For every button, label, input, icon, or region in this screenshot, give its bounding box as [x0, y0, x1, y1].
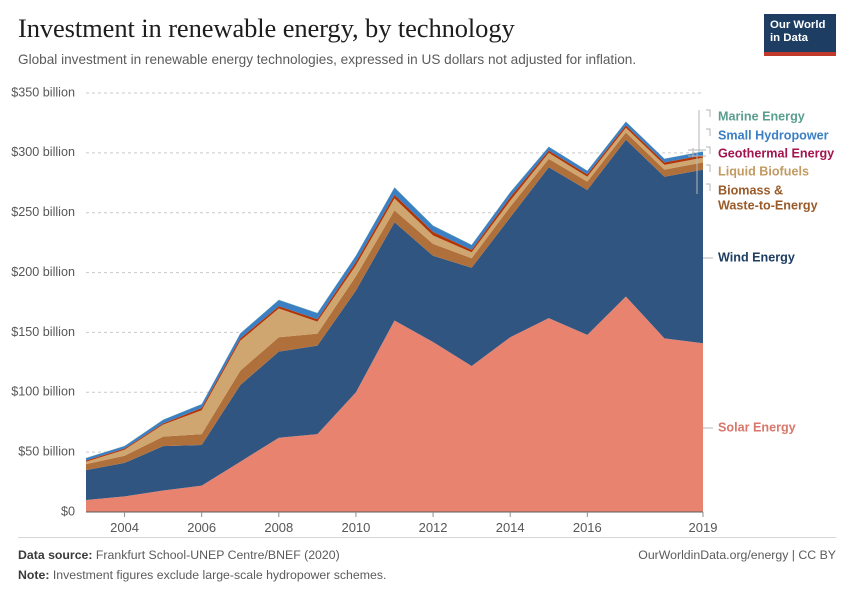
legend-item-marine-energy[interactable]: Marine Energy	[718, 109, 805, 123]
chart-subtitle: Global investment in renewable energy te…	[18, 52, 637, 68]
legend-item-biomass[interactable]: Biomass &	[718, 183, 783, 197]
note-label: Note:	[18, 568, 50, 583]
legend-item-geothermal-energy[interactable]: Geothermal Energy	[718, 146, 834, 160]
area-series-group[interactable]	[86, 121, 703, 512]
logo-line-2: in Data	[770, 32, 808, 45]
y-tick-label: $0	[61, 504, 75, 518]
x-tick-label: 2012	[419, 520, 448, 535]
footer-source-row: Data source: Frankfurt School-UNEP Centr…	[18, 546, 836, 566]
x-tick-label: 2008	[264, 520, 293, 535]
x-tick-label: 2014	[496, 520, 525, 535]
y-tick-label: $300 billion	[11, 145, 75, 159]
chart-footer: Data source: Frankfurt School-UNEP Centr…	[18, 537, 836, 586]
footer-note-row: Note: Investment figures exclude large-s…	[18, 566, 836, 586]
y-tick-label: $250 billion	[11, 205, 75, 219]
y-tick-label: $150 billion	[11, 325, 75, 339]
page-title: Investment in renewable energy, by techn…	[18, 13, 515, 43]
x-tick-label: 2010	[341, 520, 370, 535]
y-tick-label: $350 billion	[11, 85, 75, 99]
legend-item-small-hydropower[interactable]: Small Hydropower	[718, 128, 829, 142]
source-value: Frankfurt School-UNEP Centre/BNEF (2020)	[92, 548, 340, 563]
logo-line-1: Our World	[770, 19, 826, 31]
legend-item-liquid-biofuels[interactable]: Liquid Biofuels	[718, 164, 809, 178]
chart-legend[interactable]: Marine Energy Small Hydropower Geothermal …	[688, 109, 834, 434]
note-value: Investment figures exclude large-scale h…	[49, 568, 387, 583]
x-axis-ticks: 2004 2006 2008 2010 2012 2014 2016 2019	[110, 512, 717, 535]
x-tick-label: 2016	[573, 520, 602, 535]
y-tick-label: $200 billion	[11, 265, 75, 279]
y-tick-label: $50 billion	[18, 444, 75, 458]
area-small-hydropower[interactable]	[86, 121, 703, 461]
legend-item-wind-energy[interactable]: Wind Energy	[718, 250, 795, 264]
chart-header: Investment in renewable energy, by techn…	[18, 13, 758, 69]
x-tick-label: 2006	[187, 520, 216, 535]
y-axis-ticks: $0 $50 billion $100 billion $150 billion $20…	[11, 85, 75, 518]
x-tick-label: 2019	[689, 520, 718, 535]
legend-item-solar-energy[interactable]: Solar Energy	[718, 420, 796, 434]
source-label: Data source:	[18, 548, 93, 563]
legend-item-waste-to-energy[interactable]: Waste-to-Energy	[718, 198, 818, 212]
area-solar-energy[interactable]	[86, 296, 703, 512]
our-world-in-data-logo[interactable]: Our World in Data	[764, 14, 836, 56]
x-tick-label: 2004	[110, 520, 139, 535]
attribution-link[interactable]: OurWorldinData.org/energy | CC BY	[638, 548, 836, 563]
footer-divider	[18, 537, 836, 539]
area-wind-energy[interactable]	[86, 139, 703, 501]
y-tick-label: $100 billion	[11, 385, 75, 399]
